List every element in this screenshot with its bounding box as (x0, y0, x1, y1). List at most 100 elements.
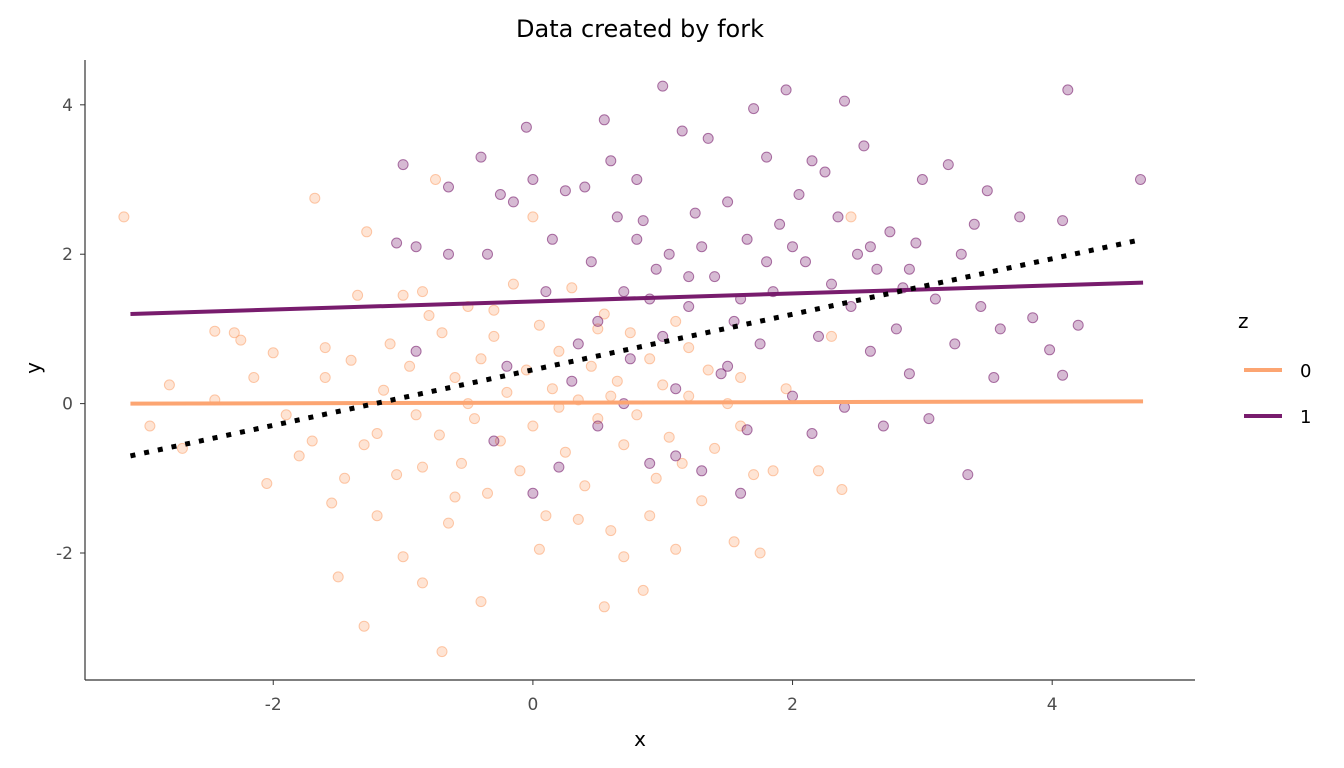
data-point-z1 (826, 278, 837, 290)
data-point-z1 (981, 185, 993, 197)
data-point-z1 (813, 330, 824, 342)
data-point-z0 (637, 584, 649, 596)
data-point-z0 (650, 472, 662, 484)
data-point-z1 (832, 211, 844, 223)
data-point-z0 (611, 375, 623, 387)
data-point-z0 (332, 571, 344, 583)
data-point-z1 (631, 174, 643, 185)
data-point-z1 (806, 155, 818, 167)
data-point-z0 (144, 420, 156, 432)
data-point-z1 (975, 301, 987, 312)
data-point-z0 (657, 379, 669, 391)
data-point-z1 (1014, 211, 1026, 223)
data-point-z0 (235, 334, 247, 346)
fit-line-z0 (130, 399, 1144, 406)
x-tick-label: -2 (265, 695, 282, 715)
data-point-z1 (676, 125, 688, 137)
data-point-z0 (546, 383, 558, 395)
legend-title: z (1238, 309, 1249, 333)
data-point-z1 (916, 174, 928, 185)
data-point-z1 (761, 256, 773, 268)
data-point-z0 (397, 551, 409, 563)
data-point-z0 (670, 315, 682, 327)
data-point-z0 (559, 446, 571, 458)
data-point-z0 (475, 353, 487, 365)
data-point-z1 (683, 271, 695, 283)
data-point-z0 (663, 431, 675, 443)
data-point-z1 (644, 457, 656, 469)
data-point-z1 (696, 465, 708, 477)
data-point-z0 (728, 536, 740, 548)
data-point-z0 (592, 323, 604, 335)
data-point-z1 (845, 301, 857, 312)
data-point-z0 (676, 457, 688, 469)
data-point-z1 (566, 375, 578, 387)
data-point-z1 (955, 248, 967, 260)
data-point-z1 (579, 181, 591, 193)
data-point-z0 (845, 211, 857, 223)
fit-line-z1 (130, 280, 1144, 316)
data-point-z0 (371, 510, 383, 522)
data-point-z1 (702, 132, 714, 144)
data-point-z1 (618, 286, 630, 298)
data-point-z0 (436, 646, 448, 658)
data-point-z0 (527, 211, 539, 223)
data-point-z0 (527, 420, 539, 432)
data-point-z0 (501, 386, 513, 398)
data-point-z1 (903, 263, 915, 275)
x-tick-label: 0 (527, 695, 538, 715)
data-point-z1 (637, 215, 649, 227)
data-point-z1 (819, 166, 831, 178)
data-point-z1 (410, 241, 422, 253)
data-point-z1 (572, 338, 584, 350)
data-point-z0 (624, 327, 636, 339)
data-point-z1 (780, 84, 792, 96)
data-point-z1 (864, 345, 876, 357)
data-point-z1 (611, 211, 623, 223)
data-point-z0 (644, 510, 656, 522)
data-point-z0 (683, 342, 695, 354)
data-point-z0 (754, 547, 766, 559)
data-point-z0 (176, 442, 188, 454)
data-point-z1 (631, 233, 643, 245)
data-point-z0 (345, 354, 357, 366)
data-point-z1 (903, 368, 915, 380)
data-point-z0 (309, 192, 321, 204)
data-point-z0 (209, 325, 221, 337)
data-point-z1 (715, 368, 727, 380)
overall-fit-line (129, 236, 1144, 459)
data-point-z1 (741, 233, 753, 245)
data-point-z0 (469, 413, 480, 425)
data-point-z1 (1027, 312, 1039, 324)
data-point-z0 (748, 469, 760, 481)
legend-label-1: 1 (1300, 407, 1311, 428)
data-point-z0 (280, 409, 292, 421)
data-point-z1 (722, 360, 734, 372)
data-point-z0 (488, 304, 500, 316)
y-tick-label: 4 (62, 96, 73, 116)
data-point-z0 (767, 465, 779, 477)
y-tick-label: 2 (62, 245, 73, 265)
data-point-z1 (670, 383, 682, 395)
data-point-z0 (436, 327, 448, 339)
y-tick-label: -2 (56, 544, 73, 564)
data-point-z1 (1057, 215, 1069, 227)
x-axis-title: x (634, 727, 646, 751)
data-point-z1 (709, 271, 721, 283)
x-tick-label: 2 (787, 695, 798, 715)
data-point-z1 (657, 80, 669, 92)
data-point-z0 (618, 551, 630, 563)
data-point-z0 (475, 596, 487, 608)
axes (84, 60, 1195, 681)
data-point-z0 (319, 342, 331, 354)
data-point-z0 (358, 439, 370, 451)
data-point-z0 (449, 491, 461, 503)
fit-lines-layer (129, 236, 1144, 459)
data-point-z0 (598, 308, 610, 320)
data-point-z0 (417, 461, 428, 473)
data-point-z1 (806, 428, 818, 439)
data-point-z1 (787, 241, 798, 253)
data-point-z0 (488, 330, 500, 342)
data-point-z1 (923, 413, 935, 425)
